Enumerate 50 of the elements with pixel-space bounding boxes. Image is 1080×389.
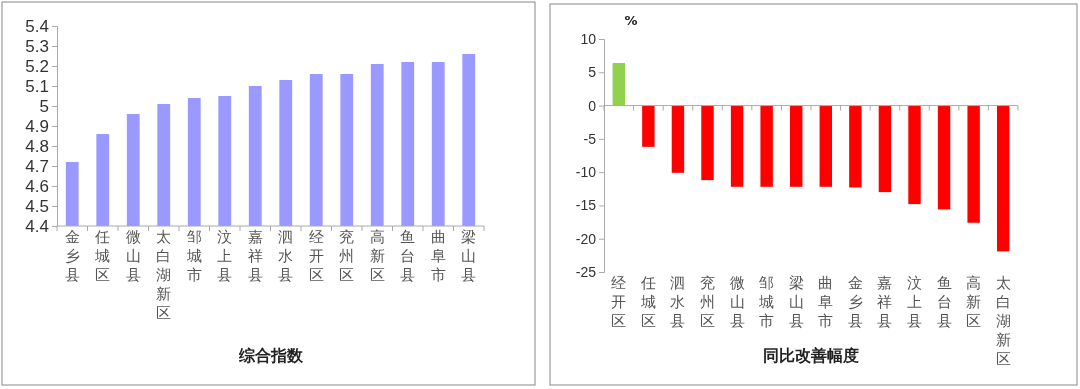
y-tick-label: 4.6 xyxy=(25,176,49,196)
x-tick-label: 太白湖新区 xyxy=(995,274,1011,368)
x-tick-label: 嘉祥县 xyxy=(877,274,893,330)
x-tick-label: 鱼台县 xyxy=(400,228,416,284)
x-tick-label: 曲阜市 xyxy=(818,274,834,330)
x-tick-label: 任城区 xyxy=(94,228,111,284)
x-tick-label: 高新区 xyxy=(369,228,385,284)
y-tick-label: 0 xyxy=(588,97,597,114)
x-tick-label: 泗水县 xyxy=(670,274,686,330)
x-tick-label: 兖州区 xyxy=(339,228,355,284)
x-tick-label: 鱼台县 xyxy=(936,274,952,330)
y-tick-label: -5 xyxy=(583,130,597,147)
x-tick-label: 微山县 xyxy=(125,228,141,284)
x-tick-label: 金乡县 xyxy=(64,228,80,284)
x-tick-label: 兖州区 xyxy=(700,274,715,330)
y-tick-label: 5.4 xyxy=(25,16,49,36)
y-tick-label: 4.4 xyxy=(25,216,49,236)
x-tick-label: 高新区 xyxy=(966,274,982,330)
x-tick-label: 汶上县 xyxy=(217,228,233,284)
x-tick-label: 泗水县 xyxy=(278,228,294,284)
x-tick-label: 邹城市 xyxy=(758,274,775,330)
y-tick-label: -20 xyxy=(575,230,597,247)
y-tick-label: 4.7 xyxy=(25,156,49,176)
x-tick-label: 汶上县 xyxy=(907,274,922,330)
y-tick-label: 5 xyxy=(588,64,597,81)
x-axis-title: 综合指数 xyxy=(237,346,304,365)
y-tick-label: 10 xyxy=(580,30,597,47)
x-tick-label: 邹城市 xyxy=(185,228,202,284)
x-tick-label: 曲阜市 xyxy=(430,228,446,284)
x-tick-label: 太白湖新区 xyxy=(156,228,172,322)
y-tick-label: 5.3 xyxy=(25,36,49,56)
y-tick-label: 4.8 xyxy=(25,136,49,156)
x-tick-label: 经开区 xyxy=(611,274,627,330)
y-tick-label: -10 xyxy=(575,164,597,181)
x-tick-label: 嘉祥县 xyxy=(247,228,263,284)
y-tick-label: 5.1 xyxy=(25,76,49,96)
y-axis-title: % xyxy=(624,13,638,28)
y-tick-label: 5.2 xyxy=(25,56,49,76)
x-tick-label: 金乡县 xyxy=(847,274,863,330)
y-tick-label: 5 xyxy=(39,96,49,116)
y-tick-label: -15 xyxy=(575,197,597,214)
x-tick-label: 任城区 xyxy=(639,274,656,330)
x-tick-label: 微山县 xyxy=(729,274,745,330)
y-tick-label: 4.5 xyxy=(25,196,49,216)
x-axis-title: 同比改善幅度 xyxy=(763,346,859,365)
x-tick-label: 梁山县 xyxy=(461,228,477,284)
y-tick-label: 4.9 xyxy=(25,116,49,136)
x-tick-label: 梁山县 xyxy=(788,274,804,330)
x-tick-label: 经开区 xyxy=(308,228,324,284)
y-tick-label: -25 xyxy=(575,263,597,280)
